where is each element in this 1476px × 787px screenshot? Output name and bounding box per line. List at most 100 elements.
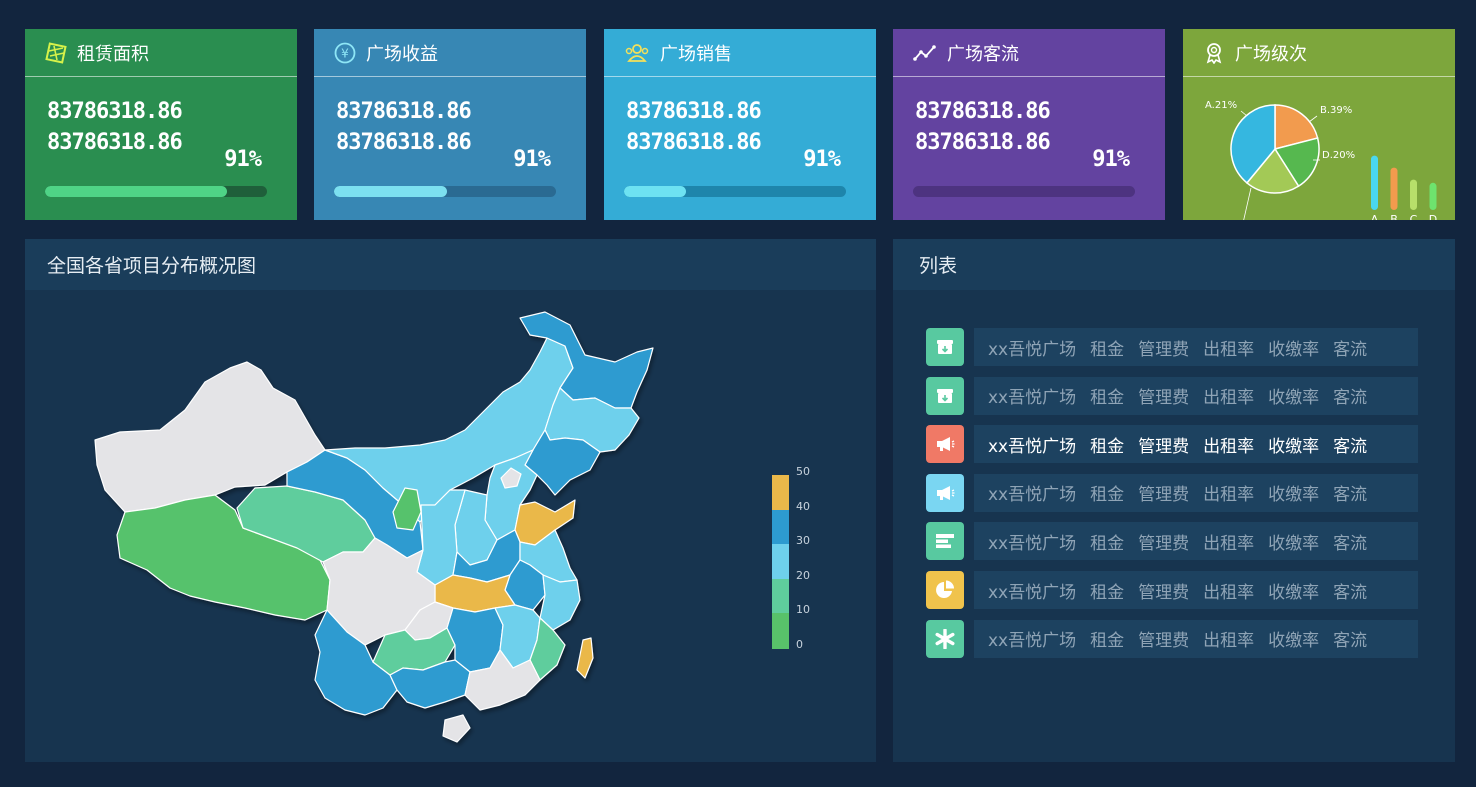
list-item-cell: 收缴率 bbox=[1268, 485, 1320, 506]
china-province-map[interactable] bbox=[25, 290, 876, 762]
list-item-cell: 客流 bbox=[1333, 631, 1368, 652]
province-guizhou[interactable] bbox=[372, 627, 456, 676]
list-item-cell: 管理费 bbox=[1138, 533, 1190, 554]
list-item-cell: 租金 bbox=[1090, 485, 1125, 506]
list-item-cell: 客流 bbox=[1333, 339, 1368, 360]
pie-slice-label: C.20% bbox=[1207, 219, 1239, 220]
list-item-cell: 租金 bbox=[1090, 533, 1125, 554]
list-item[interactable]: xx吾悦广场 租金 管理费 出租率 收缴率 客流 bbox=[926, 473, 1418, 512]
list-item-cell: 收缴率 bbox=[1268, 533, 1320, 554]
legend-tick: 10 bbox=[796, 603, 810, 616]
kpi-card-title: 租赁面积 bbox=[77, 43, 149, 65]
legend-tick: 30 bbox=[796, 534, 810, 547]
archive-box-icon bbox=[926, 328, 964, 366]
kpi-progress-bar bbox=[334, 186, 556, 197]
list-item[interactable]: xx吾悦广场 租金 管理费 出租率 收缴率 客流 bbox=[926, 328, 1418, 366]
grade-bar-label: C bbox=[1410, 213, 1418, 220]
grade-bar-label: B bbox=[1390, 213, 1398, 220]
list-item-cell: xx吾悦广场 bbox=[988, 582, 1077, 603]
list-item-cell: 租金 bbox=[1090, 436, 1125, 457]
list-item-cells: xx吾悦广场 租金 管理费 出租率 收缴率 客流 bbox=[974, 571, 1418, 609]
kpi-card-title: 广场销售 bbox=[660, 43, 732, 65]
svg-text:¥: ¥ bbox=[341, 46, 349, 60]
map-panel-title: 全国各省项目分布概况图 bbox=[25, 239, 876, 290]
users-icon bbox=[625, 43, 649, 62]
yen-coin-icon: ¥ bbox=[334, 42, 356, 63]
list-item-cell: 出租率 bbox=[1203, 631, 1255, 652]
grade-bar bbox=[1371, 155, 1378, 210]
grade-bar-label: A bbox=[1371, 213, 1379, 220]
pie-slice-label: A.21% bbox=[1205, 100, 1237, 111]
list-item-cell: 管理费 bbox=[1138, 436, 1190, 457]
award-medal-icon bbox=[1206, 42, 1222, 64]
kpi-card-plaza-traffic: 广场客流 83786318.86 83786318.86 91% bbox=[893, 29, 1165, 220]
kpi-card-plaza-sales: 广场销售 83786318.86 83786318.86 91% bbox=[604, 29, 876, 220]
grade-bar bbox=[1390, 167, 1398, 210]
list-item-cell: 收缴率 bbox=[1268, 339, 1320, 360]
legend-tick: 40 bbox=[796, 500, 810, 513]
list-item-cell: 出租率 bbox=[1203, 436, 1255, 457]
list-item-cell: 租金 bbox=[1090, 339, 1125, 360]
bricks-icon bbox=[45, 41, 67, 64]
list-item[interactable]: xx吾悦广场 租金 管理费 出租率 收缴率 客流 bbox=[926, 376, 1418, 415]
list-item-cell: 租金 bbox=[1090, 388, 1125, 409]
bar-list-icon bbox=[926, 522, 964, 561]
list-item-cell: xx吾悦广场 bbox=[988, 339, 1077, 360]
list-item[interactable]: xx吾悦广场 租金 管理费 出租率 收缴率 客流 bbox=[926, 619, 1418, 658]
kpi-percent: 91% bbox=[224, 147, 262, 172]
kpi-card-header: 广场客流 bbox=[893, 29, 1165, 77]
list-item[interactable]: xx吾悦广场 租金 管理费 出租率 收缴率 客流 bbox=[926, 425, 1418, 464]
legend-tick: 50 bbox=[796, 465, 810, 478]
megaphone-icon bbox=[926, 425, 964, 464]
kpi-value-primary: 83786318.86 bbox=[915, 99, 1051, 124]
list-item-cell: 客流 bbox=[1333, 582, 1368, 603]
list-item-cell: 客流 bbox=[1333, 388, 1368, 409]
province-yunnan[interactable] bbox=[314, 609, 398, 716]
list-item-cells: xx吾悦广场 租金 管理费 出租率 收缴率 客流 bbox=[974, 473, 1418, 512]
legend-swatch bbox=[772, 475, 789, 510]
kpi-card-title: 广场收益 bbox=[366, 43, 438, 65]
list-item[interactable]: xx吾悦广场 租金 管理费 出租率 收缴率 客流 bbox=[926, 571, 1418, 609]
list-item-cell: 收缴率 bbox=[1268, 582, 1320, 603]
list-item-cell: 出租率 bbox=[1203, 533, 1255, 554]
province-taiwan[interactable] bbox=[576, 637, 594, 679]
list-item-cell: xx吾悦广场 bbox=[988, 485, 1077, 506]
kpi-percent: 91% bbox=[1092, 147, 1130, 172]
kpi-value-primary: 83786318.86 bbox=[626, 99, 762, 124]
province-beijing[interactable] bbox=[500, 467, 522, 489]
list-item-cells: xx吾悦广场 租金 管理费 出租率 收缴率 客流 bbox=[974, 619, 1418, 658]
grade-bar bbox=[1410, 179, 1417, 210]
kpi-card-title: 广场客流 bbox=[947, 43, 1019, 65]
pie-label-leader bbox=[1240, 110, 1248, 117]
kpi-value-secondary: 83786318.86 bbox=[626, 130, 762, 155]
kpi-progress-bar bbox=[45, 186, 267, 197]
list-item-cell: xx吾悦广场 bbox=[988, 631, 1077, 652]
kpi-card-header: 广场销售 bbox=[604, 29, 876, 77]
map-legend bbox=[772, 475, 832, 655]
kpi-value-primary: 83786318.86 bbox=[336, 99, 472, 124]
province-zhejiang[interactable] bbox=[539, 574, 581, 631]
asterisk-icon bbox=[926, 619, 964, 658]
list-item-cell: xx吾悦广场 bbox=[988, 533, 1077, 554]
pie-slice bbox=[1230, 104, 1276, 184]
list-item-cell: 客流 bbox=[1333, 436, 1368, 457]
list-item-cell: 管理费 bbox=[1138, 388, 1190, 409]
grade-bar bbox=[1429, 182, 1437, 210]
kpi-progress-fill bbox=[45, 186, 228, 197]
pie-label-leader bbox=[1243, 187, 1252, 220]
pie-slice bbox=[1273, 137, 1320, 188]
grade-chart: A.21% B.39% D.20% C.20% A B C D bbox=[1205, 100, 1437, 220]
legend-swatch bbox=[772, 544, 789, 579]
megaphone-icon bbox=[926, 473, 964, 512]
kpi-value-secondary: 83786318.86 bbox=[47, 130, 183, 155]
province-guangdong[interactable] bbox=[464, 649, 541, 711]
kpi-percent: 91% bbox=[513, 147, 551, 172]
list-item[interactable]: xx吾悦广场 租金 管理费 出租率 收缴率 客流 bbox=[926, 522, 1418, 561]
list-panel-title: 列表 bbox=[893, 239, 1455, 290]
kpi-percent: 91% bbox=[803, 147, 841, 172]
province-fujian[interactable] bbox=[529, 617, 566, 681]
province-ningxia[interactable] bbox=[392, 487, 422, 531]
list-item-cell: 收缴率 bbox=[1268, 388, 1320, 409]
grade-bar-label: D bbox=[1429, 213, 1437, 220]
province-hainan[interactable] bbox=[442, 714, 471, 743]
